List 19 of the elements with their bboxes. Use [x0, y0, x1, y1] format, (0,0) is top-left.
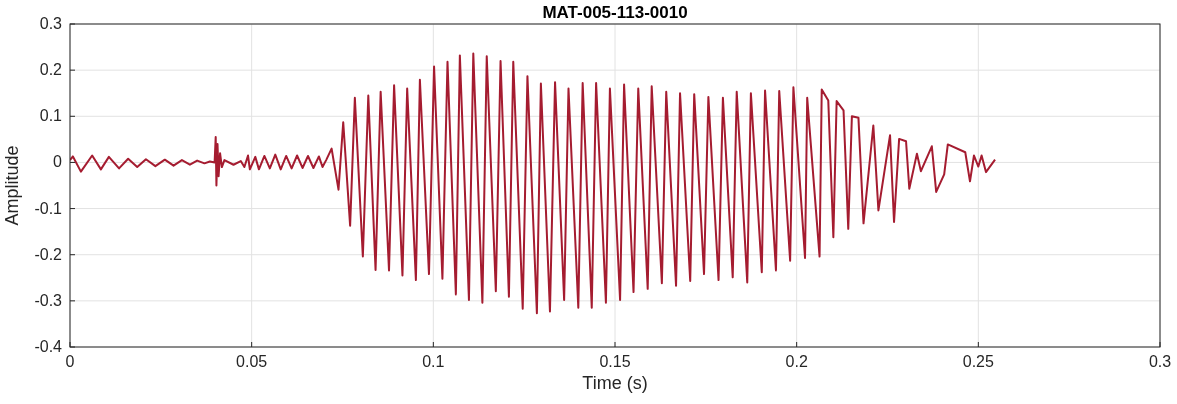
y-tick-label: -0.2 [34, 245, 63, 263]
y-tick-label: 0.3 [39, 15, 63, 32]
chart-title: MAT-005-113-0010 [542, 3, 688, 22]
x-tick-label: 0.1 [422, 353, 445, 370]
x-tick-label: 0.25 [962, 353, 995, 370]
y-tick-label: 0.2 [39, 61, 63, 79]
x-tick-label: 0.15 [599, 353, 631, 370]
y-tick-label: -0.4 [34, 338, 63, 355]
y-tick-label: -0.3 [34, 291, 63, 309]
x-tick-label: 0.2 [785, 353, 808, 370]
x-tick-label: 0 [65, 353, 75, 370]
y-tick-label: 0 [53, 153, 63, 171]
line-series [70, 52, 997, 315]
y-axis-title: Amplitude [2, 145, 22, 226]
x-axis-title: Time (s) [582, 373, 648, 393]
x-tick-label: 0.3 [1148, 353, 1172, 370]
x-tick-label: 0.05 [236, 353, 268, 370]
y-tick-label: -0.1 [34, 199, 63, 217]
y-tick-label: 0.1 [39, 107, 63, 125]
